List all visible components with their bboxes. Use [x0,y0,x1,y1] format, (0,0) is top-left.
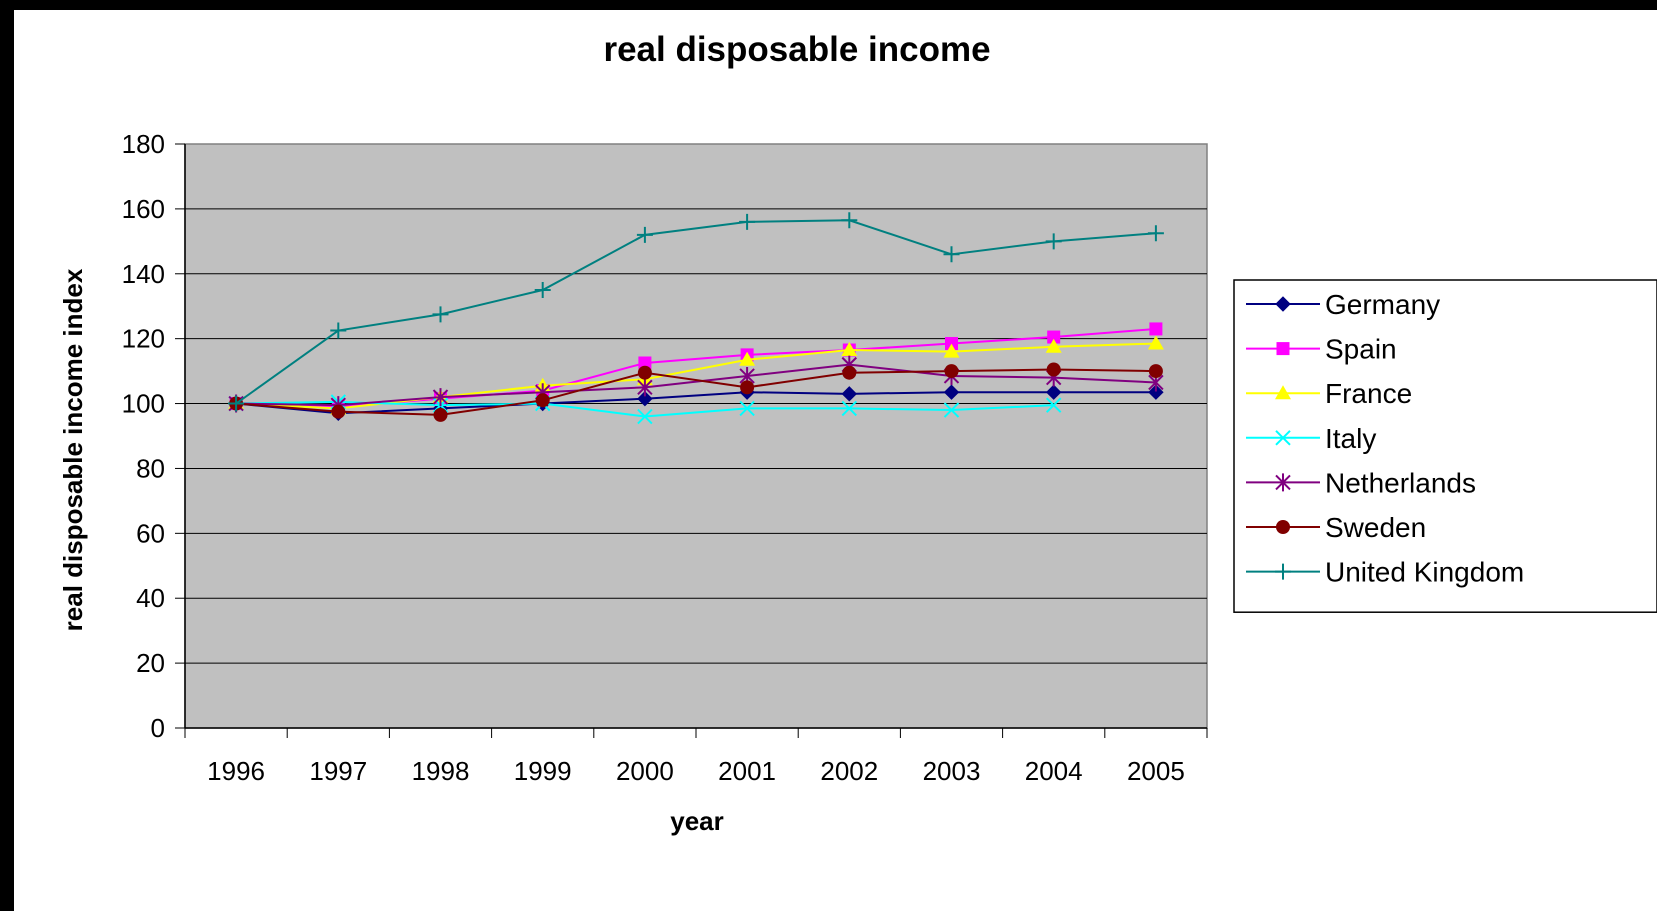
data-point-sweden [1046,362,1061,377]
y-tick-label: 0 [151,713,165,743]
data-point-sweden [740,380,755,395]
legend-label-netherlands: Netherlands [1325,467,1476,498]
y-tick-label: 40 [136,583,165,613]
legend-item-united-kingdom: United Kingdom [1246,557,1524,588]
legend-marker-netherlands [1275,473,1291,492]
data-point-france [1045,338,1062,353]
plot-area: 0 20 40 60 80 100 120 140 160 180 1996 1997 1998 1999… [122,129,1208,786]
data-point-italy [943,402,960,418]
data-point-spain [945,337,958,351]
series-united-kingdom [228,212,1164,412]
y-tick-label: 80 [136,453,165,483]
data-point-italy [841,400,858,417]
legend-item-france: France [1246,378,1412,409]
data-point-sweden [944,364,959,379]
x-tick-label: 2004 [1025,756,1083,786]
series-line-sweden [236,368,1156,416]
x-tick-label: 1997 [309,756,367,786]
x-tick-label: 2005 [1127,756,1185,786]
legend-marker-united-kingdom [1275,563,1291,580]
y-tick-label: 120 [122,324,165,354]
y-tick-label: 140 [122,259,165,289]
data-point-germany [943,384,960,400]
legend-marker-italy [1275,430,1291,446]
data-point-france [841,342,858,357]
data-point-sweden [1148,364,1163,379]
legend-marker-france [1275,385,1291,400]
legend-label-italy: Italy [1325,423,1376,454]
data-point-united-kingdom [739,213,756,230]
legend-marker-germany [1275,296,1291,312]
data-point-sweden [331,404,346,419]
legend-item-italy: Italy [1246,423,1376,454]
data-point-italy [637,408,653,425]
data-point-united-kingdom [943,246,960,263]
data-point-germany [1148,384,1164,400]
data-point-united-kingdom [1045,233,1062,250]
x-tick-label: 1998 [412,756,470,786]
x-tick-label: 2002 [820,756,878,786]
chart-title: real disposable income [603,30,990,69]
y-tick-label: 60 [136,518,165,548]
data-point-italy [739,400,755,417]
legend-item-spain: Spain [1246,334,1397,365]
data-point-netherlands [637,378,653,397]
data-point-germany [1045,384,1062,400]
data-point-spain [1047,330,1061,344]
data-point-france [943,343,960,358]
data-point-france [1147,335,1164,350]
legend-item-netherlands: Netherlands [1246,467,1476,498]
data-point-sweden [637,365,652,380]
series-line-netherlands [236,363,1156,407]
data-point-united-kingdom [1147,225,1164,242]
legend-label-germany: Germany [1325,289,1440,320]
legend-box [1233,279,1657,613]
data-point-united-kingdom [228,395,245,412]
data-point-italy [1045,397,1062,413]
x-tick-label: 2003 [923,756,981,786]
data-point-united-kingdom [841,212,858,229]
series-line-germany [236,391,1156,415]
chart-frame: real disposable income 0 20 40 60 80 100 120 14… [14,10,1657,911]
line-chart: real disposable income 0 20 40 60 80 100 120 14… [58,30,1657,836]
x-tick-label: 2000 [616,756,674,786]
x-tick-label: 1999 [514,756,572,786]
data-point-united-kingdom [432,306,449,323]
y-tick-label: 180 [122,129,165,159]
legend-label-sweden: Sweden [1325,512,1426,543]
legend: Germany Spain France Italy Netherlands Sweden… [1233,279,1657,613]
legend-item-sweden: Sweden [1246,512,1426,543]
legend-marker-sweden [1276,520,1290,534]
data-point-france [739,351,756,366]
data-point-sweden [842,365,857,380]
data-point-united-kingdom [330,322,347,339]
legend-label-spain: Spain [1325,334,1397,365]
data-point-spain [638,356,652,370]
plot-background [184,143,1208,729]
y-tick-label: 20 [136,648,165,678]
x-axis-label: year [670,806,724,836]
y-axis-label: real disposable income index [58,268,88,631]
legend-marker-spain [1276,342,1290,356]
data-point-germany [637,390,653,407]
x-tick-label: 1996 [207,756,265,786]
y-tick-label: 100 [122,389,165,419]
data-point-united-kingdom [534,282,551,298]
x-tick-label: 2001 [718,756,776,786]
legend-label-france: France [1325,378,1412,409]
series-line-united-kingdom [235,219,1156,405]
data-point-sweden [535,393,550,408]
legend-item-germany: Germany [1246,289,1440,320]
legend-label-united-kingdom: United Kingdom [1325,557,1524,588]
series-group [228,212,1164,425]
data-point-spain [1149,322,1163,336]
data-point-germany [841,386,858,402]
data-point-netherlands [432,388,449,407]
data-point-sweden [433,407,448,422]
data-point-united-kingdom [636,226,653,243]
y-tick-label: 160 [122,194,165,224]
